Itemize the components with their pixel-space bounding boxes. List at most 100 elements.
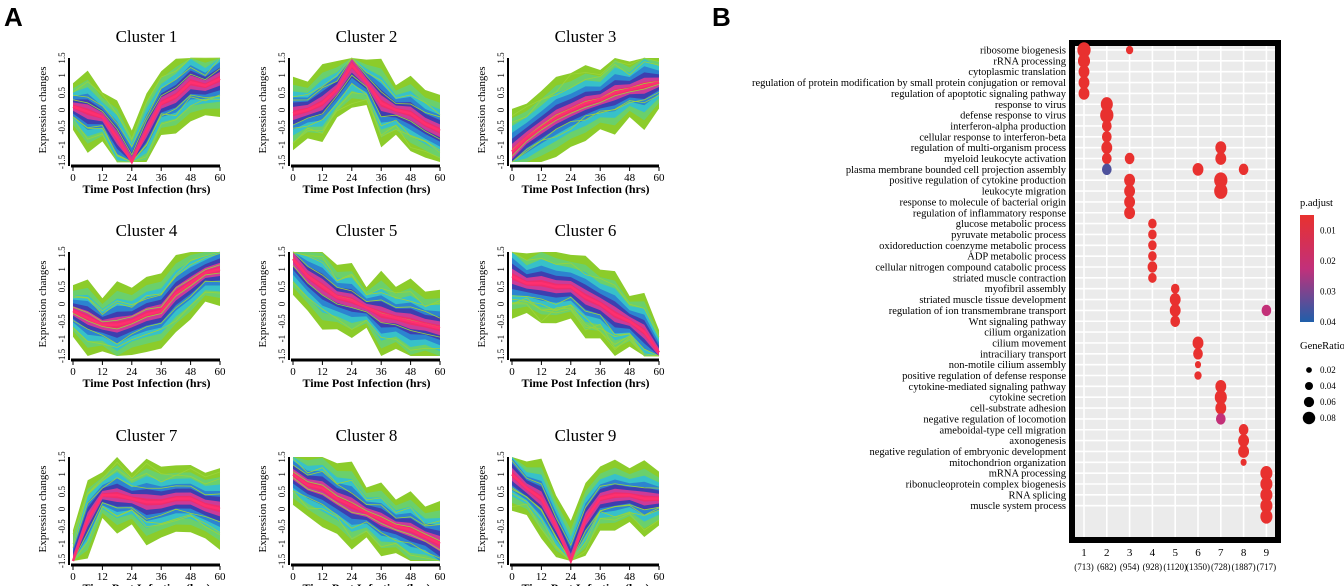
term-label: regulation of multi-organism process xyxy=(911,143,1066,154)
gene-line xyxy=(292,464,441,527)
x-tick-label: 36 xyxy=(376,366,388,378)
y-tick-label: 1.5 xyxy=(57,451,67,463)
enrichment-dot xyxy=(1101,141,1113,155)
y-tick-label: -1 xyxy=(277,540,287,548)
x-tick-label: 12 xyxy=(536,571,547,583)
y-tick-label: 0 xyxy=(277,506,287,511)
x-tick-label: 36 xyxy=(156,172,168,184)
gene-line xyxy=(72,477,221,548)
x-axis-label: Time Post Infection (hrs) xyxy=(302,182,430,196)
size-legend-dot xyxy=(1303,396,1315,408)
expression-band xyxy=(73,71,220,162)
gene-line xyxy=(511,297,659,357)
cluster-panels: 0 12 24 36 48 60 1.5 1 0.5 0 -0.5 -1 -1.5 Cluster 1 Ti… xyxy=(37,27,665,586)
gene-line xyxy=(292,251,441,319)
gene-line xyxy=(292,57,441,118)
term-label: striated muscle tissue development xyxy=(919,295,1066,306)
y-tick-label: 0 xyxy=(57,107,67,112)
cluster-plot: 0 12 24 36 48 60 1.5 1 0.5 0 -0.5 -1 -1.5 Cluster 8 Ti… xyxy=(257,426,446,586)
y-tick-label: -1.5 xyxy=(57,553,67,568)
y-tick-label: -1.5 xyxy=(277,553,287,568)
gene-line xyxy=(511,83,660,157)
size-legend-label: 0.06 xyxy=(1320,397,1336,407)
gene-line xyxy=(511,460,660,547)
gene-line xyxy=(72,280,221,345)
y-axis-label: Expression changes xyxy=(476,66,488,153)
y-axis-label: Expression changes xyxy=(257,465,269,552)
size-legend-label: 0.08 xyxy=(1320,413,1336,423)
term-label: defense response to virus xyxy=(960,111,1066,122)
x-axis-label: Time Post Infection (hrs) xyxy=(521,581,649,586)
y-tick-label: -0.5 xyxy=(57,120,67,135)
gene-line xyxy=(511,298,659,357)
gene-line xyxy=(292,251,441,308)
enrichment-dot xyxy=(1194,361,1202,369)
gene-line xyxy=(292,251,441,307)
enrichment-dot xyxy=(1078,76,1090,89)
enrichment-dot xyxy=(1077,53,1091,68)
x-tick-label: 36 xyxy=(595,172,607,184)
term-label: cellular nitrogen compound catabolic pro… xyxy=(875,263,1066,274)
cluster-plot: 0 12 24 36 48 60 1.5 1 0.5 0 -0.5 -1 -1.5 Cluster 5 Ti… xyxy=(257,221,446,390)
enrichment-dot xyxy=(1192,162,1204,176)
enrichment-dot xyxy=(1260,476,1273,492)
x-tick-label: 36 xyxy=(595,571,607,583)
cluster-label: 1 xyxy=(1081,547,1087,559)
y-tick-label: -1.5 xyxy=(57,154,67,169)
gene-line xyxy=(72,272,221,330)
y-tick-label: -1 xyxy=(57,540,67,548)
x-tick-label: 24 xyxy=(565,172,577,184)
gene-line xyxy=(292,282,441,351)
expression-band xyxy=(293,252,440,336)
x-tick-label: 36 xyxy=(376,571,388,583)
y-tick-label: 1 xyxy=(277,267,287,272)
enrichment-dot xyxy=(1214,183,1228,199)
size-legend-title: GeneRatio xyxy=(1300,341,1344,352)
cluster-count-label: (717) xyxy=(1257,562,1277,572)
plot-frame xyxy=(1069,40,1281,543)
cluster-plot: 0 12 24 36 48 60 1.5 1 0.5 0 -0.5 -1 -1.5 Cluster 7 Ti… xyxy=(37,426,226,586)
expression-band xyxy=(512,463,659,561)
x-axis-label: Time Post Infection (hrs) xyxy=(521,376,649,390)
term-label: axonogenesis xyxy=(1009,436,1066,447)
term-label: cell-substrate adhesion xyxy=(970,404,1067,415)
term-label: rRNA processing xyxy=(993,56,1066,67)
y-tick-label: 1.5 xyxy=(57,246,67,258)
enrichment-dot xyxy=(1260,466,1273,481)
gene-line xyxy=(511,492,660,562)
color-legend-title: p.adjust xyxy=(1300,198,1333,209)
enrichment-dot xyxy=(1077,42,1091,58)
expression-band xyxy=(512,268,659,356)
y-tick-label: 0.5 xyxy=(57,87,67,99)
gene-line xyxy=(511,303,659,357)
x-tick-label: 48 xyxy=(185,571,197,583)
term-label: response to virus xyxy=(995,100,1066,111)
gene-line xyxy=(292,99,441,159)
y-tick-label: -1 xyxy=(57,141,67,149)
gene-line xyxy=(72,468,221,545)
enrichment-dot xyxy=(1214,390,1227,405)
term-label: cilium organization xyxy=(984,328,1066,339)
x-axis-label: Time Post Infection (hrs) xyxy=(82,182,210,196)
y-tick-label: -0.5 xyxy=(277,120,287,135)
y-tick-label: -0.5 xyxy=(496,120,506,135)
x-tick-label: 24 xyxy=(565,571,577,583)
term-label: mitochondrion organization xyxy=(949,458,1066,469)
enrichment-dot xyxy=(1101,131,1112,143)
enrichment-dot xyxy=(1238,163,1249,176)
x-tick-label: 24 xyxy=(346,571,358,583)
x-tick-label: 60 xyxy=(654,172,666,184)
gene-line xyxy=(511,489,660,562)
enrichment-dot xyxy=(1238,445,1250,458)
enrichment-dot xyxy=(1194,371,1202,380)
expression-band xyxy=(512,467,659,561)
y-tick-label: 1.5 xyxy=(496,451,506,463)
y-tick-label: 0 xyxy=(277,107,287,112)
x-tick-label: 48 xyxy=(185,366,197,378)
cluster-plot: 0 12 24 36 48 60 1.5 1 0.5 0 -0.5 -1 -1.5 Cluster 6 Ti… xyxy=(476,221,665,390)
x-tick-label: 24 xyxy=(126,366,138,378)
y-tick-label: -0.5 xyxy=(57,314,67,329)
y-tick-label: -0.5 xyxy=(496,519,506,534)
